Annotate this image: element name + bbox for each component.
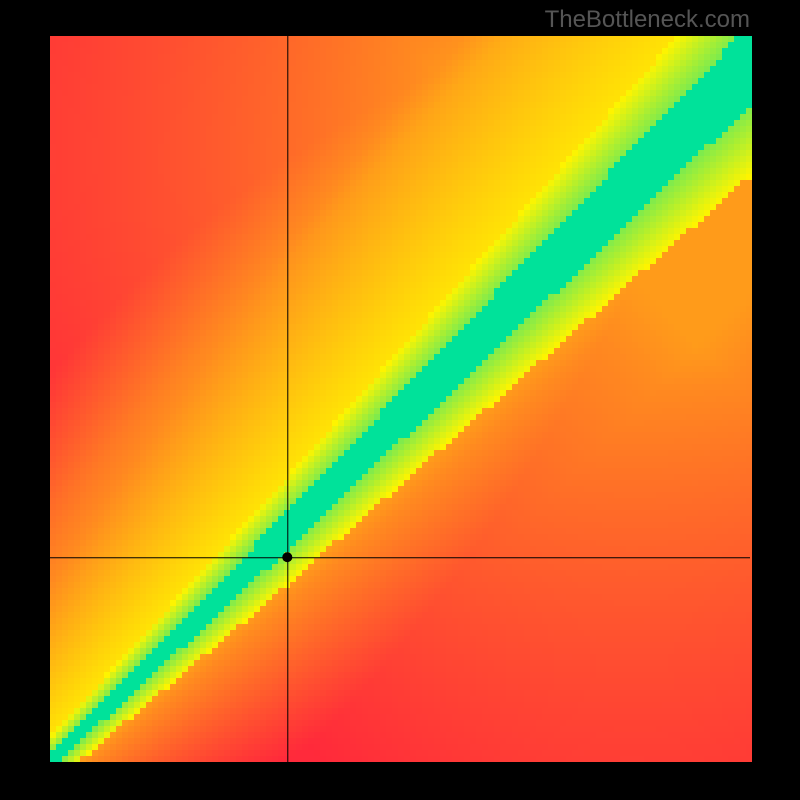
heatmap-canvas (0, 0, 800, 800)
watermark-text: TheBottleneck.com (545, 6, 750, 34)
chart-stage: TheBottleneck.com (0, 0, 800, 800)
